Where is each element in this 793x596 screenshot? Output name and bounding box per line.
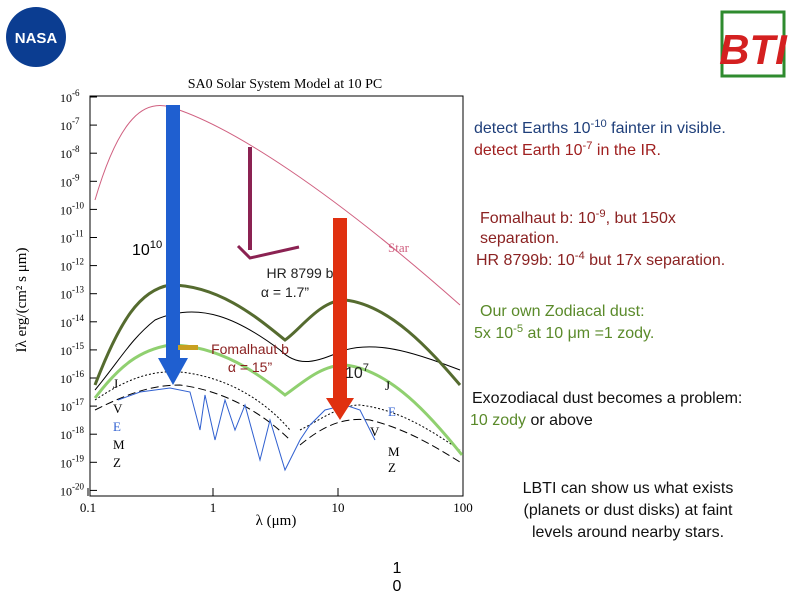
red-arrow xyxy=(333,218,347,400)
curve-label: Z xyxy=(113,455,121,470)
y-tick-label: 10-16 xyxy=(60,369,84,386)
note: Fomalhaut b: 10-9, but 150x separation. HR… xyxy=(476,208,725,269)
y-tick-label: 10-14 xyxy=(60,313,84,330)
note: Our own Zodiacal dust: 5x 10-5 at 10 μm =… xyxy=(474,303,654,342)
curve-label: M xyxy=(388,444,400,459)
y-tick-label: 10-6 xyxy=(60,88,80,105)
y-tick-label: 10-19 xyxy=(60,453,84,470)
y-tick-label: 10-10 xyxy=(60,200,84,217)
y-tick-label: 10-20 xyxy=(60,481,84,498)
red-arrow-head xyxy=(326,398,354,420)
bti-logo xyxy=(720,10,786,78)
y-tick-label: 10-9 xyxy=(60,172,80,189)
y-tick-label: 10-15 xyxy=(60,341,84,358)
contrast-label: 1010 xyxy=(132,239,162,259)
note: detect Earth 10-7 in the IR. xyxy=(474,140,661,159)
curve-label: E xyxy=(388,404,396,419)
note: Exozodiacal dust becomes a problem: 10 zo… xyxy=(470,390,742,429)
x-tick-label: 0.1 xyxy=(80,500,96,515)
x-tick-label: 1 xyxy=(210,500,217,515)
bti-text: BTI xyxy=(719,26,788,73)
blue-arrow xyxy=(166,105,180,360)
y-tick-label: 10-11 xyxy=(60,229,84,246)
y-tick-label: 10-7 xyxy=(60,116,80,133)
y-tick-label: 10-17 xyxy=(60,397,84,414)
y-tick-label: 10-13 xyxy=(60,285,84,302)
contrast-label: 107 xyxy=(345,362,369,382)
x-tick-label: 100 xyxy=(453,500,473,515)
y-tick-label: 10-8 xyxy=(60,144,80,161)
blue-arrow-head xyxy=(158,358,188,385)
note: detect Earths 10-10 fainter in visible. xyxy=(474,118,726,137)
plot-title: SA0 Solar System Model at 10 PC xyxy=(188,77,382,92)
x-tick-label: 10 xyxy=(332,500,345,515)
nasa-text: NASA xyxy=(15,30,58,47)
solar-curve xyxy=(94,384,461,463)
fomalhaut-marker xyxy=(178,345,198,350)
curve-label: V xyxy=(370,424,380,439)
nasa-logo xyxy=(6,7,66,67)
solar-curve xyxy=(94,371,461,451)
solar-curve xyxy=(94,311,461,391)
note: LBTI can show us what exists (planets or … xyxy=(523,480,734,541)
page-number: 10 xyxy=(392,560,402,595)
curve-label: Z xyxy=(388,460,396,475)
y-tick-label: 10-18 xyxy=(60,425,84,442)
maroon-arrow-head xyxy=(236,244,300,260)
star-label: Star xyxy=(388,240,410,255)
curve-label: E xyxy=(113,419,121,434)
zodi-curve xyxy=(93,343,464,456)
earth-spectrum xyxy=(117,387,376,472)
curve-label: M xyxy=(113,437,125,452)
zodi-curve xyxy=(93,283,462,386)
curve-label: J xyxy=(385,378,390,393)
y-tick-label: 10-12 xyxy=(60,257,84,274)
curve-label: V xyxy=(113,401,123,416)
star-curve xyxy=(94,105,461,306)
y-axis-label: Iλ erg/(cm² s μm) xyxy=(14,248,30,353)
curve-label: J xyxy=(113,376,118,391)
x-axis-label: λ (μm) xyxy=(256,513,297,529)
plot-frame xyxy=(89,95,464,497)
